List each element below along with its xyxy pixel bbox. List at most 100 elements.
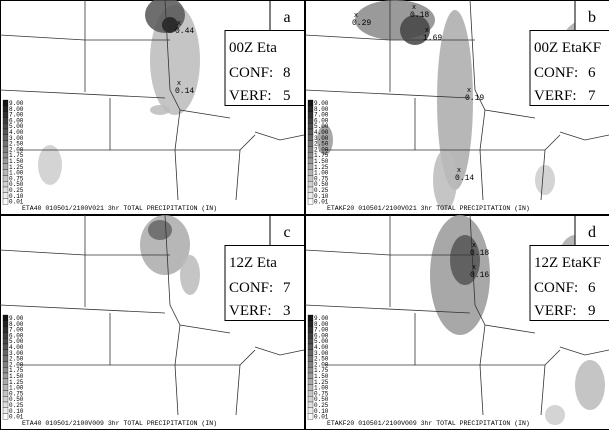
legend-label: 8.00 (9, 321, 24, 328)
legend-label: 0.75 (314, 175, 329, 182)
legend-swatch (307, 105, 314, 112)
conf-value: 8 (283, 65, 291, 81)
legend-swatch (2, 338, 9, 345)
state-border (479, 324, 561, 366)
point-marker: x (177, 20, 181, 28)
point-marker: x (354, 12, 358, 20)
legend-label: 0.01 (314, 414, 329, 421)
legend-swatch (307, 123, 314, 130)
info-box (224, 245, 305, 321)
legend-swatch (2, 134, 9, 141)
state-border (174, 149, 179, 201)
legend-label: 6.00 (9, 332, 24, 339)
precip-area (38, 145, 62, 185)
verf-value: 5 (283, 88, 291, 104)
legend-swatch (2, 186, 9, 193)
point-value: 0.44 (175, 27, 194, 36)
state-border (174, 109, 256, 151)
legend-swatch (307, 361, 314, 368)
legend-swatch (307, 396, 314, 403)
state-border (479, 149, 484, 201)
panel-caption: ETAKF20 010501/2100V009 3hr TOTAL PRECIP… (327, 420, 530, 427)
legend-label: 0.25 (314, 187, 329, 194)
map-panel: 9.008.007.006.005.004.003.002.502.001.75… (0, 0, 305, 215)
state-border (164, 0, 231, 119)
verf-label: VERF: (229, 303, 272, 319)
legend-swatch (307, 332, 314, 339)
legend-label: 0.50 (314, 181, 329, 188)
legend-label: 2.50 (314, 141, 329, 148)
panel-caption: ETAKF20 010501/2100V021 3hr TOTAL PRECIP… (327, 205, 530, 212)
legend-label: 1.25 (314, 164, 329, 171)
state-border (559, 131, 609, 141)
legend-label: 6.00 (314, 117, 329, 124)
point-marker: x (457, 167, 461, 175)
point-marker: x (472, 264, 476, 272)
legend-swatch (307, 152, 314, 159)
legend-label: 0.50 (314, 396, 329, 403)
conf-label: CONF: (534, 65, 578, 81)
legend-label: 8.00 (9, 106, 24, 113)
legend-swatch (2, 314, 9, 321)
conf-label: CONF: (534, 280, 578, 296)
legend-swatch (307, 169, 314, 176)
legend-label: 0.25 (9, 187, 24, 194)
legend-label: 3.00 (314, 135, 329, 142)
point-value: 0.14 (175, 87, 194, 96)
letter-box (269, 0, 305, 31)
precip-area (148, 220, 172, 240)
state-border (540, 364, 546, 416)
legend-label: 0.50 (9, 181, 24, 188)
legend-swatch (307, 175, 314, 182)
state-border (235, 364, 241, 416)
precip-area (535, 165, 555, 195)
legend-swatch (2, 163, 9, 170)
legend-label: 4.00 (314, 344, 329, 351)
legend-label: 5.00 (9, 123, 24, 130)
legend-swatch (2, 396, 9, 403)
legend-swatch (307, 378, 314, 385)
legend-label: 6.00 (314, 332, 329, 339)
verf-value: 7 (588, 88, 596, 104)
point-value: 1.69 (423, 34, 442, 43)
legend-swatch (307, 343, 314, 350)
point-marker: x (425, 27, 429, 35)
legend-swatch (2, 152, 9, 159)
legend-label: 1.75 (9, 367, 24, 374)
model-name: 12Z EtaKF (534, 255, 601, 271)
legend-label: 9.00 (9, 315, 24, 322)
legend-label: 0.75 (9, 390, 24, 397)
legend-swatch (307, 111, 314, 118)
legend-swatch (2, 128, 9, 135)
legend-label: 9.00 (9, 100, 24, 107)
legend-swatch (2, 326, 9, 333)
state-border (0, 304, 166, 314)
panel-letter: b (588, 9, 596, 26)
precip-area (317, 125, 333, 155)
legend-swatch (307, 367, 314, 374)
precip-area (450, 235, 480, 285)
legend-label: 0.10 (9, 408, 24, 415)
legend-swatch (307, 140, 314, 147)
state-border (174, 364, 179, 416)
map-panel: 9.008.007.006.005.004.003.002.502.001.75… (0, 214, 305, 430)
precip-area (150, 105, 170, 115)
legend-swatch (2, 181, 9, 188)
legend-swatch (307, 355, 314, 362)
legend-label: 0.10 (314, 193, 329, 200)
legend-swatch (2, 349, 9, 356)
legend-label: 1.25 (9, 164, 24, 171)
point-value: 0.19 (465, 94, 484, 103)
letter-box (269, 215, 305, 246)
legend-label: 1.00 (9, 385, 24, 392)
point-marker: x (467, 87, 471, 95)
point-marker: x (177, 80, 181, 88)
legend-label: 5.00 (314, 123, 329, 130)
legend-swatch (2, 355, 9, 362)
legend-swatch (2, 320, 9, 327)
state-border (254, 346, 305, 356)
legend-label: 1.00 (314, 385, 329, 392)
legend-label: 0.75 (9, 175, 24, 182)
legend-label: 3.00 (314, 350, 329, 357)
